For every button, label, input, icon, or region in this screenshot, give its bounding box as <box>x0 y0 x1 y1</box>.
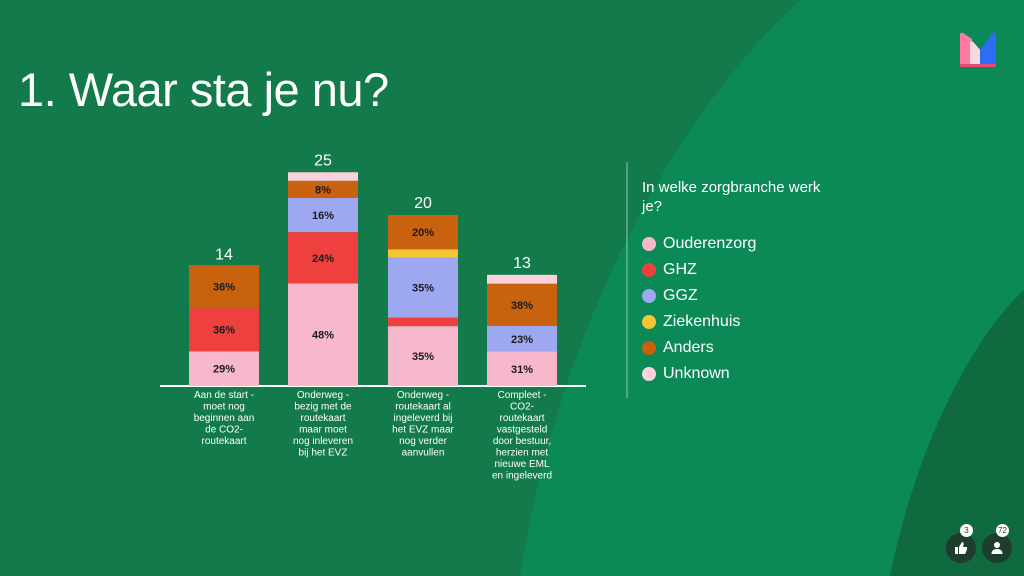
bar-segment <box>487 274 557 284</box>
category-label-line: routekaart <box>499 413 544 424</box>
data-label: 35% <box>412 283 434 295</box>
chart-legend: In welke zorgbranche werk je? Ouderenzor… <box>642 178 842 387</box>
bar-segment <box>388 215 458 250</box>
participants-button[interactable]: 72 <box>982 524 1012 563</box>
bar-segment <box>388 257 458 318</box>
category-label-line: bezig met de <box>294 402 352 413</box>
legend-divider <box>626 162 628 398</box>
legend-label: Ouderenzorg <box>663 235 757 252</box>
bar-stack: 31% 23% 38% <box>487 274 557 386</box>
legend-label: Ziekenhuis <box>663 313 741 330</box>
bar-total-label: 14 <box>215 246 233 263</box>
bar-segment <box>288 197 358 233</box>
legend-item-ghz: GHZ <box>642 257 842 283</box>
category-label: Aan de start -moet nog beginnen aan de CO2… <box>194 390 255 447</box>
bar-stack: 29% 36% 36% <box>189 265 259 386</box>
bar-segment <box>487 351 557 386</box>
bar-segment <box>288 172 358 181</box>
bar-segment <box>487 283 557 326</box>
bar-stack: 48% 24% 16% 8% <box>288 172 358 386</box>
data-label: 36% <box>213 325 235 337</box>
person-icon <box>991 542 1003 554</box>
category-label-line: routekaart <box>300 413 345 424</box>
category-label-line: routekaart al <box>395 402 451 413</box>
category-label-line: door bestuur, <box>493 436 551 447</box>
legend-dot <box>642 289 656 303</box>
data-label: 36% <box>213 282 235 294</box>
category-label-line: Aan de start - <box>194 390 254 401</box>
data-label: 29% <box>213 364 235 376</box>
category-label-line: aanvullen <box>402 448 445 459</box>
data-label: 20% <box>412 227 434 239</box>
category-label-line: het EVZ maar <box>392 425 454 436</box>
data-label: 16% <box>312 210 334 222</box>
category-label-line: de CO2- <box>205 425 243 436</box>
category-label-line: moet nog <box>203 402 245 413</box>
bar-segment <box>388 317 458 327</box>
legend-dot <box>642 341 656 355</box>
legend-item-ziekenhuis: Ziekenhuis <box>642 309 842 335</box>
legend-label: GHZ <box>663 261 697 278</box>
bar-segment <box>288 283 358 386</box>
bar-segment <box>288 180 358 198</box>
category-label-line: routekaart <box>201 436 246 447</box>
data-label: 48% <box>312 330 334 342</box>
legend-label: Anders <box>663 339 714 356</box>
bar-segment <box>189 308 259 352</box>
data-label: 31% <box>511 364 533 376</box>
app-logo <box>960 32 996 67</box>
bar-total-label: 20 <box>414 195 432 212</box>
data-label: 23% <box>511 334 533 346</box>
legend-title: In welke zorgbranche werk je? <box>642 179 821 215</box>
category-label: Compleet -CO2-routekaart vastgesteld door … <box>492 390 552 482</box>
legend-item-ouderenzorg: Ouderenzorg <box>642 231 842 257</box>
category-label-line: nog inleveren <box>293 436 353 447</box>
bar-stack: 35% 35% 20% <box>388 215 458 386</box>
category-label-line: herzien met <box>496 448 548 459</box>
page-title: 1. Waar sta je nu? <box>18 63 389 116</box>
legend-dot <box>642 367 656 381</box>
category-label-line: nog verder <box>399 436 447 447</box>
data-label: 35% <box>412 351 434 363</box>
legend-dot <box>642 237 656 251</box>
bar-segment <box>189 351 259 386</box>
bar-total-label: 25 <box>314 152 332 169</box>
legend-item-unknown: Unknown <box>642 361 842 387</box>
data-label: 38% <box>511 300 533 312</box>
category-label-line: CO2- <box>510 402 534 413</box>
legend-dot <box>642 263 656 277</box>
category-label-line: nieuwe EML <box>494 459 549 470</box>
category-label-line: bij het EVZ <box>299 448 348 459</box>
category-label-line: beginnen aan <box>194 413 255 424</box>
legend-item-ggz: GGZ <box>642 283 842 309</box>
category-label-line: Compleet - <box>498 390 547 401</box>
legend-dot <box>642 315 656 329</box>
bar-segment <box>487 325 557 352</box>
category-label-line: Onderweg - <box>397 390 449 401</box>
legend-label: Unknown <box>663 365 730 382</box>
category-label-line: Onderweg - <box>297 390 349 401</box>
bar-segment <box>388 249 458 258</box>
data-label: 8% <box>315 184 331 196</box>
participants-count-badge: 72 <box>996 524 1009 537</box>
category-label: Onderweg -routekaart al ingeleverd bij het… <box>392 390 454 459</box>
legend-item-anders: Anders <box>642 335 842 361</box>
legend-label: GGZ <box>663 287 698 304</box>
category-label-line: maar moet <box>299 425 347 436</box>
bar-segment <box>388 326 458 386</box>
category-label-line: en ingeleverd <box>492 471 552 482</box>
thumbs-up-icon <box>955 542 968 554</box>
category-label-line: ingeleverd bij <box>394 413 453 424</box>
bar-segment <box>288 232 358 284</box>
data-label: 24% <box>312 253 334 265</box>
bar-total-label: 13 <box>513 255 531 272</box>
category-label-line: vastgesteld <box>497 425 548 436</box>
like-button[interactable]: 3 <box>946 524 976 563</box>
likes-count-badge: 3 <box>960 524 973 537</box>
bar-segment <box>189 265 259 309</box>
category-label: Onderweg -bezig met de routekaart maar moe… <box>293 390 353 459</box>
